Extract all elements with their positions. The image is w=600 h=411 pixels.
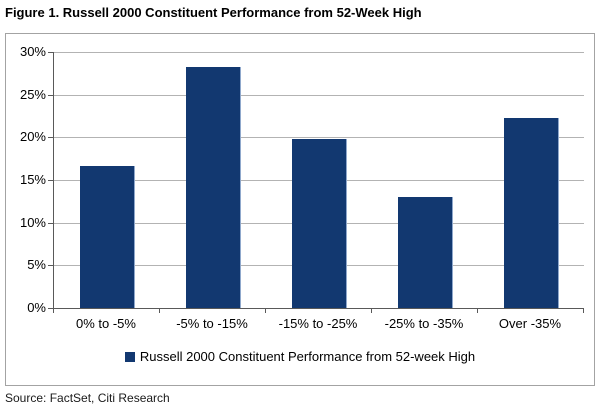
y-tick-mark <box>48 180 53 181</box>
bar <box>292 139 347 308</box>
x-tick-mark <box>53 308 54 313</box>
y-tick-mark <box>48 94 53 96</box>
y-tick-mark <box>48 308 53 309</box>
y-tick-label: 20% <box>19 129 46 145</box>
legend-swatch-icon <box>124 351 135 362</box>
chart-frame: 0% 5% 10% 15% 20% 25% 30% 0% to -5% -5% to -15%… <box>5 33 595 386</box>
y-tick-label: 15% <box>19 172 46 187</box>
x-category-label: 0% to -5% <box>76 316 136 331</box>
source-note: Source: FactSet, Citi Research <box>5 391 170 405</box>
x-category-label: -15% to -25% <box>278 316 358 331</box>
x-tick-mark <box>265 308 266 313</box>
x-category-label: -5% to -15% <box>176 316 248 331</box>
gridline <box>54 137 584 139</box>
y-tick-mark <box>48 137 53 139</box>
y-tick-label: 0% <box>27 300 46 315</box>
x-category-label: Over -35% <box>498 316 562 331</box>
legend-label: Russell 2000 Constituent Performance fro… <box>139 349 476 364</box>
x-tick-mark <box>583 308 584 313</box>
y-tick-label: 10% <box>19 214 46 230</box>
bar <box>186 66 241 308</box>
y-tick-label: 5% <box>27 257 46 273</box>
x-category-label: -25% to -35% <box>384 316 464 331</box>
x-tick-mark <box>477 308 478 313</box>
plot-area <box>53 52 584 309</box>
y-tick-mark <box>48 52 53 53</box>
bar <box>80 166 135 308</box>
y-tick-label: 25% <box>19 86 46 102</box>
y-tick-label: 30% <box>19 44 46 59</box>
bar <box>504 117 559 308</box>
x-tick-mark <box>371 308 372 313</box>
page-title: Figure 1. Russell 2000 Constituent Perfo… <box>5 5 422 20</box>
bar <box>398 197 453 308</box>
legend: Russell 2000 Constituent Performance fro… <box>6 349 594 364</box>
x-tick-mark <box>159 308 160 313</box>
y-tick-mark <box>48 222 53 224</box>
gridline <box>54 52 584 53</box>
y-tick-mark <box>48 265 53 267</box>
gridline <box>54 94 584 96</box>
